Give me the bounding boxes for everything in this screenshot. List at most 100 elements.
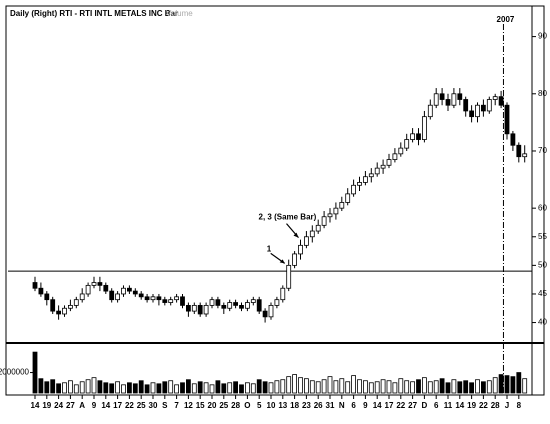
volume-bar <box>416 379 421 394</box>
candle-body <box>121 287 126 295</box>
y-tick-label: 50 <box>538 260 547 269</box>
candle-body <box>380 164 386 169</box>
candle-body <box>97 282 103 286</box>
volume-bar <box>79 381 85 394</box>
x-tick-label: 6 <box>434 401 439 410</box>
candle-body <box>268 304 274 318</box>
candle-body <box>191 304 197 312</box>
volume-bar <box>516 372 522 394</box>
candle-body <box>244 302 250 309</box>
x-tick-label: N <box>339 401 345 410</box>
candle-body <box>315 224 321 232</box>
x-tick-label: 14 <box>455 401 464 410</box>
volume-bar <box>221 383 227 394</box>
volume-bar <box>209 384 215 394</box>
candle-body <box>427 104 433 118</box>
candle-body <box>32 282 38 289</box>
candle-body <box>156 296 162 301</box>
volume-bar <box>256 379 262 394</box>
volume-bar <box>427 381 433 394</box>
volume-bar <box>386 380 392 394</box>
volume-bar <box>91 377 97 394</box>
x-tick-label: 10 <box>267 401 276 410</box>
x-tick-label: 22 <box>125 401 134 410</box>
candle-body <box>85 284 91 295</box>
candle-body <box>256 299 262 312</box>
x-tick-label: 25 <box>219 401 228 410</box>
candle-body <box>510 133 516 146</box>
volume-bar <box>144 384 150 394</box>
candle-body <box>227 302 233 309</box>
x-tick-label: 22 <box>396 401 405 410</box>
x-tick-label: 6 <box>351 401 356 410</box>
x-tick-label: 14 <box>373 401 382 410</box>
volume-bar <box>421 377 427 394</box>
candle-body <box>357 182 362 186</box>
candle-body <box>516 144 522 158</box>
x-tick-label: 15 <box>196 401 205 410</box>
y-tick-label: 80 <box>538 89 547 98</box>
y2-tick-label: 2000000 <box>0 368 30 377</box>
candle-body <box>144 296 150 301</box>
volume-bar <box>156 383 162 394</box>
volume-bar <box>215 380 221 394</box>
volume-bar <box>121 384 126 394</box>
candle-body <box>44 293 50 301</box>
candle-body <box>262 310 268 318</box>
volume-bar <box>368 382 374 394</box>
candle-body <box>351 184 357 195</box>
volume-bar <box>50 379 56 394</box>
x-tick-label: 20 <box>208 401 217 410</box>
candle-body <box>132 290 138 295</box>
candle-body <box>374 167 380 175</box>
volume-bar <box>150 382 156 394</box>
annotation: 1 <box>267 244 272 253</box>
candle-body <box>56 310 61 315</box>
x-tick-label: 11 <box>444 401 453 410</box>
volume-bar <box>180 382 185 394</box>
x-tick-label: 14 <box>101 401 110 410</box>
candle-body <box>68 304 73 309</box>
x-tick-label: 19 <box>467 401 476 410</box>
volume-bar <box>451 379 457 394</box>
volume-bar <box>480 381 486 394</box>
y-tick-label: 70 <box>538 146 547 155</box>
volume-bar <box>374 381 380 394</box>
volume-bar <box>280 379 286 394</box>
volume-bar <box>351 375 357 394</box>
candle-body <box>250 299 256 303</box>
volume-bar <box>68 380 73 394</box>
candle-body <box>457 93 463 100</box>
volume-bar <box>38 378 44 394</box>
x-tick-label: 30 <box>149 401 158 410</box>
candle-body <box>451 93 457 106</box>
volume-bar <box>44 381 50 394</box>
y-tick-label: 90 <box>538 32 547 41</box>
volume-bar <box>315 381 321 394</box>
y-tick-label: 40 <box>538 318 547 327</box>
volume-bar <box>168 380 174 394</box>
volume-bar <box>504 375 510 394</box>
x-tick-label: 8 <box>517 401 522 410</box>
candle-body <box>368 173 374 178</box>
candle-body <box>362 176 368 183</box>
candle-body <box>180 296 185 306</box>
x-tick-label: 7 <box>174 401 179 410</box>
volume-bar <box>73 384 79 394</box>
volume-bar <box>321 379 327 394</box>
candle-body <box>127 287 132 292</box>
volume-bar <box>522 378 528 394</box>
volume-bar <box>162 381 168 394</box>
volume-bar <box>191 383 197 394</box>
volume-bar <box>463 380 469 394</box>
volume-bar <box>127 382 132 394</box>
candle-body <box>79 293 85 301</box>
x-tick-label: 12 <box>184 401 193 410</box>
candle-body <box>492 96 498 100</box>
candle-body <box>469 110 475 118</box>
candle-body <box>115 293 120 301</box>
x-tick-label: 9 <box>363 401 368 410</box>
volume-bar <box>262 381 268 394</box>
candle-body <box>345 193 351 203</box>
volume-bar <box>85 379 91 394</box>
